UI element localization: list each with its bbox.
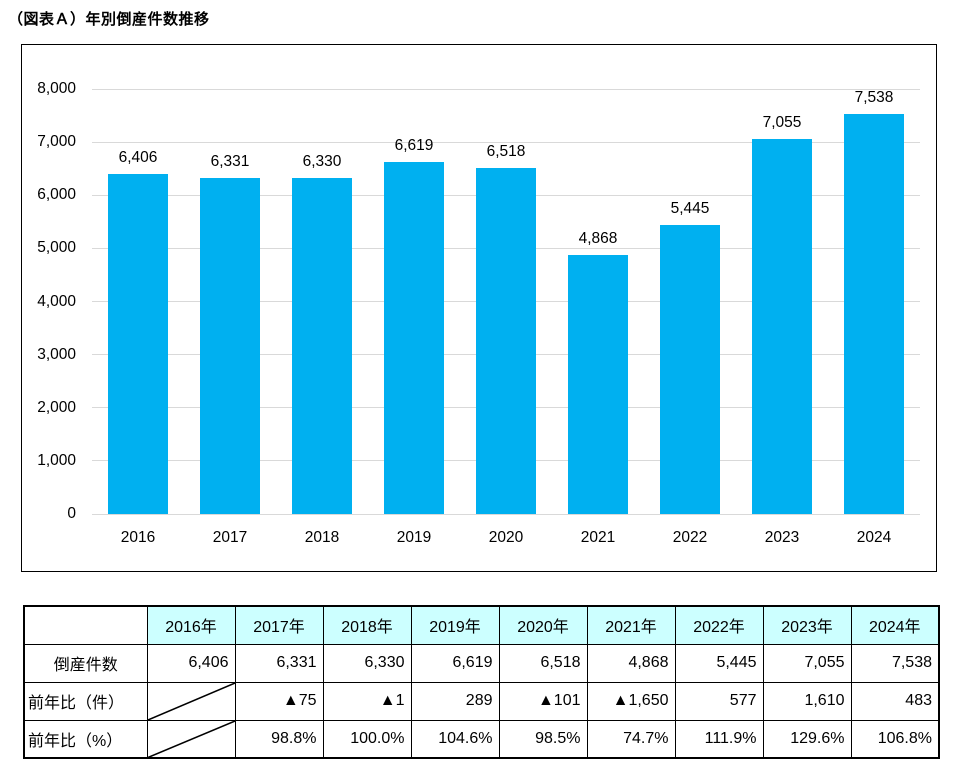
table-corner-cell [23, 605, 148, 645]
diagonal-slash [148, 683, 235, 720]
y-axis-tick-label: 7,000 [37, 133, 76, 151]
y-axis-tick-label: 2,000 [37, 398, 76, 416]
table-header-cell: 2023年 [762, 605, 852, 645]
table-row: 前年比（件） ▲75 ▲1 289 ▲101 ▲1,650 577 1,610 483 [23, 681, 940, 721]
table-cell: 4,868 [586, 643, 676, 683]
table-cell: 74.7% [586, 719, 676, 759]
data-table: 2016年 2017年 2018年 2019年 2020年 2021年 2022年 2023年… [23, 605, 940, 759]
x-axis-label: 2018 [304, 529, 340, 546]
table-row: 前年比（%） 98.8% 100.0% 104.6% 98.5% 74.7% 111.9% 1… [23, 719, 940, 759]
bar-2020 [476, 167, 536, 514]
bar-2019 [384, 162, 444, 514]
bar-value-label: 6,406 [118, 148, 158, 166]
bar-2017 [200, 177, 260, 514]
table-cell: 104.6% [410, 719, 500, 759]
bar-2018 [292, 177, 352, 514]
table-cell: 7,538 [850, 643, 940, 683]
table-header-cell: 2022年 [674, 605, 764, 645]
table-cell: ▲75 [234, 681, 324, 721]
table-cell: 7,055 [762, 643, 852, 683]
y-axis-tick-label: 6,000 [37, 186, 76, 204]
bar-2021 [568, 255, 628, 514]
y-axis-tick-label: 4,000 [37, 292, 76, 310]
table-header-cell: 2016年 [146, 605, 236, 645]
table-cell: 98.8% [234, 719, 324, 759]
table-cell: 483 [850, 681, 940, 721]
table-cell: 5,445 [674, 643, 764, 683]
bar-value-label: 7,538 [854, 88, 894, 106]
table-header-cell: 2021年 [586, 605, 676, 645]
bar-2016 [108, 173, 168, 514]
diagonal-slash-cell [146, 719, 236, 759]
table-row: 倒産件数 6,406 6,331 6,330 6,619 6,518 4,868 5,445 7… [23, 643, 940, 683]
bar-2024 [844, 113, 904, 514]
table-cell: ▲1,650 [586, 681, 676, 721]
table-cell: ▲101 [498, 681, 588, 721]
x-axis-label: 2019 [396, 529, 432, 546]
bar-value-label: 5,445 [670, 199, 710, 217]
table-cell: 6,518 [498, 643, 588, 683]
table-cell: 6,406 [146, 643, 236, 683]
table-cell: 100.0% [322, 719, 412, 759]
table-header-cell: 2024年 [850, 605, 940, 645]
table-cell: 111.9% [674, 719, 764, 759]
diagonal-slash [148, 721, 235, 758]
bar-value-label: 7,055 [762, 114, 802, 132]
x-axis-label: 2016 [120, 529, 156, 546]
bar-2022 [660, 224, 720, 514]
y-axis-tick-label: 3,000 [37, 345, 76, 363]
table-header-row: 2016年 2017年 2018年 2019年 2020年 2021年 2022年 2023年… [23, 605, 940, 645]
bar-value-label: 4,868 [578, 230, 618, 248]
bar-value-label: 6,330 [302, 152, 342, 170]
y-axis-tick-label: 8,000 [37, 80, 76, 97]
bar-2023 [752, 139, 812, 514]
bar-value-label: 6,619 [394, 137, 434, 155]
table-cell: 6,330 [322, 643, 412, 683]
plot-area: 6,406 2016 6,331 2017 6,330 2018 6,619 2019 6,51… [92, 88, 920, 546]
table-cell: ▲1 [322, 681, 412, 721]
bar-chart: 6,406 2016 6,331 2017 6,330 2018 6,619 2019 6,51… [21, 44, 937, 572]
diagonal-slash-cell [146, 681, 236, 721]
bar-value-label: 6,518 [486, 142, 526, 160]
table-cell: 129.6% [762, 719, 852, 759]
x-axis-label: 2021 [580, 529, 616, 546]
x-axis-label: 2022 [672, 529, 708, 546]
row-label-cell: 前年比（%） [23, 719, 148, 759]
y-axis-tick-label: 1,000 [37, 451, 76, 469]
y-axis-tick-label: 0 [67, 505, 76, 522]
row-label-cell: 前年比（件） [23, 681, 148, 721]
table-cell: 6,331 [234, 643, 324, 683]
gridline [92, 88, 920, 90]
x-axis-label: 2023 [764, 529, 800, 546]
table-cell: 98.5% [498, 719, 588, 759]
y-axis-tick-label: 5,000 [37, 239, 76, 257]
row-label-cell: 倒産件数 [23, 643, 148, 683]
page-title: （図表Ａ）年別倒産件数推移 [8, 11, 210, 28]
table-header-cell: 2018年 [322, 605, 412, 645]
bar-value-label: 6,331 [210, 152, 250, 170]
table-cell: 577 [674, 681, 764, 721]
table-cell: 106.8% [850, 719, 940, 759]
table-cell: 289 [410, 681, 500, 721]
table-cell: 1,610 [762, 681, 852, 721]
gridline [92, 141, 920, 143]
x-axis-label: 2024 [856, 529, 892, 546]
x-axis-label: 2020 [488, 529, 524, 546]
gridline [92, 513, 920, 515]
table-cell: 6,619 [410, 643, 500, 683]
table-header-cell: 2019年 [410, 605, 500, 645]
table-header-cell: 2017年 [234, 605, 324, 645]
table-header-cell: 2020年 [498, 605, 588, 645]
x-axis-label: 2017 [212, 529, 248, 546]
